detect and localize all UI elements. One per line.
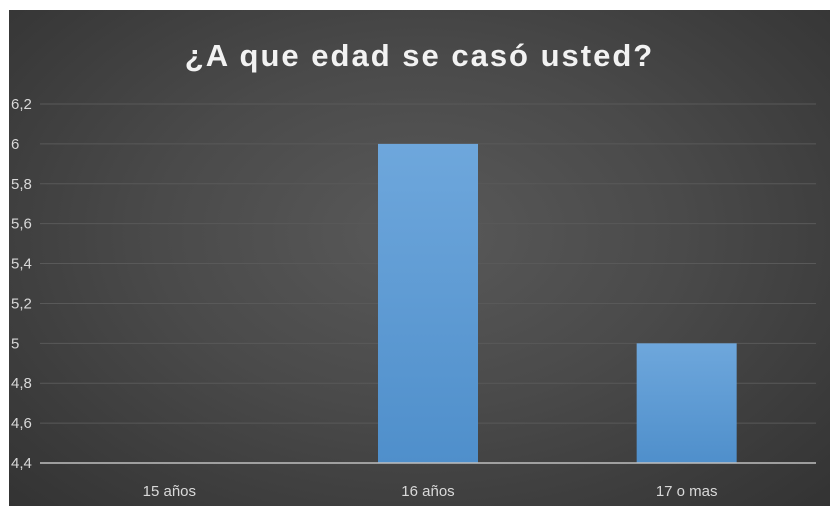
y-tick-label: 4,8 <box>11 375 32 392</box>
y-tick-label: 5 <box>11 335 19 352</box>
y-tick-label: 6,2 <box>11 96 32 113</box>
y-axis-ticks: 6,2 6 5,8 5,6 5,4 5,2 5 4,8 4,6 4,4 <box>11 96 32 472</box>
bar <box>636 343 737 463</box>
chart-plot: 6,2 6 5,8 5,6 5,4 5,2 5 4,8 4,6 4,4 15 años 16 año… <box>11 96 816 500</box>
chart-area: ¿A que edad se casó usted? 6,2 6 5,8 5,6 5,4… <box>9 10 830 506</box>
x-axis-ticks: 15 años 16 años 17 o mas <box>143 483 718 500</box>
y-tick-label: 4,6 <box>11 415 32 432</box>
x-tick-label: 17 o mas <box>656 483 718 500</box>
chart-title: ¿A que edad se casó usted? <box>184 38 655 73</box>
y-tick-label: 5,4 <box>11 256 32 273</box>
y-tick-label: 5,2 <box>11 295 32 312</box>
y-tick-label: 6 <box>11 136 19 153</box>
y-tick-label: 5,8 <box>11 176 32 193</box>
y-tick-label: 4,4 <box>11 455 32 472</box>
bars <box>378 143 737 463</box>
y-tick-label: 5,6 <box>11 216 32 233</box>
x-tick-label: 15 años <box>143 483 196 500</box>
bar <box>378 143 478 463</box>
x-tick-label: 16 años <box>401 483 454 500</box>
